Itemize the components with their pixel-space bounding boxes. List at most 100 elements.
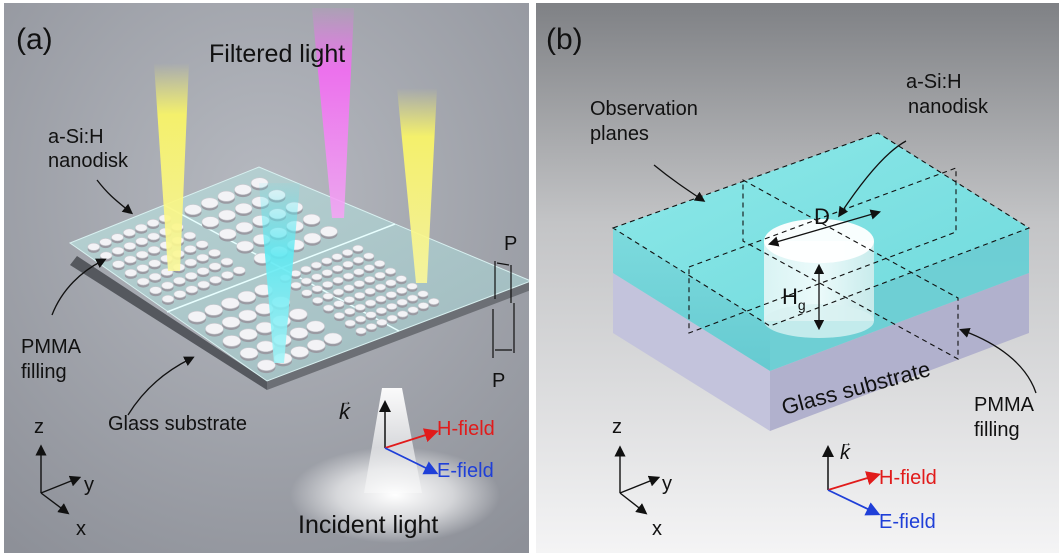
nanodisk [184, 204, 202, 215]
pmma-label-line1: PMMA [21, 336, 82, 358]
yellow-beam-right [397, 88, 437, 283]
nanodisk-label-line2: nanodisk [48, 150, 129, 172]
nanodisk [307, 339, 326, 351]
height-label-sub: g [798, 297, 806, 313]
nanodisk [146, 219, 160, 227]
nanodisk [208, 248, 221, 257]
nanodisk [322, 292, 334, 300]
nanodisk [201, 216, 220, 228]
nanodisk [311, 273, 323, 281]
nanodisk [195, 240, 209, 249]
nanodisk [417, 302, 429, 310]
nanodisk [239, 347, 259, 359]
nanodisk [300, 265, 312, 273]
nanodisk [220, 257, 234, 266]
nanodisk [239, 328, 258, 340]
diameter-arrow [768, 209, 881, 247]
nanodisk [332, 288, 344, 296]
nanodisk [196, 267, 210, 275]
glass-substrate-block [613, 273, 1029, 431]
nanodisk [344, 307, 356, 315]
nanodisk [135, 250, 149, 259]
k-vector-label: k [339, 399, 351, 424]
h-field-b-label: H-field [879, 467, 937, 489]
nanodisk [303, 232, 322, 244]
nanodisk [288, 308, 308, 320]
nanodisk [238, 309, 257, 322]
nanodisk [237, 290, 257, 303]
leader-lines [51, 179, 195, 416]
nanodisk [209, 275, 222, 284]
nanodisk [311, 285, 323, 292]
nanodisk [385, 279, 397, 287]
nanodisk [148, 272, 162, 281]
nanodisk [374, 260, 386, 267]
nanodisk [197, 280, 210, 289]
nanodisk [136, 264, 150, 272]
period-label-top: P [504, 233, 517, 255]
nanodisk [173, 276, 186, 285]
nanodisk [183, 231, 197, 240]
nanodisk [161, 281, 174, 290]
period-markers [492, 261, 515, 358]
nanodisk [333, 300, 345, 308]
nanodisk [322, 280, 334, 288]
nanodisk-label-line1: a-Si:H [48, 126, 104, 148]
axis-z-b-label: z [612, 416, 622, 438]
nanodisk [290, 281, 302, 289]
k-vector-b-accent: → [841, 437, 852, 449]
nanodisk [331, 253, 343, 261]
panel-a: (a) Filtered light a-Si:H nanodisk PMMA … [4, 3, 529, 553]
nanodisk [343, 284, 355, 292]
observation-label-line2: planes [590, 123, 649, 145]
nanodisk [218, 209, 236, 221]
nanodisk [354, 303, 366, 311]
incident-light [290, 388, 500, 543]
period-label-bottom: P [492, 370, 505, 392]
nanodisk [365, 323, 377, 330]
h-field-label: H-field [437, 418, 495, 440]
nanodisk [236, 240, 254, 252]
nanodisk [161, 294, 175, 303]
nanodisk [184, 271, 198, 280]
nanodisk [363, 264, 375, 272]
filtered-light-label: Filtered light [209, 40, 345, 68]
nanodisk [354, 291, 366, 299]
nanodisk [385, 291, 397, 299]
nanodisk [289, 327, 309, 339]
incident-light-label: Incident light [298, 511, 438, 539]
nanodisk [407, 294, 419, 302]
coordinate-axes-b [614, 445, 661, 515]
nanodisk [111, 233, 124, 242]
nanodisk [342, 249, 354, 256]
nanodisk [312, 296, 324, 304]
nanodisk [396, 287, 408, 294]
nanodisk [256, 340, 276, 353]
axis-x-label: x [76, 518, 86, 540]
nanodisk [365, 299, 377, 307]
nanodisk [147, 245, 161, 254]
nanodisk [149, 286, 162, 295]
nanodisk [196, 253, 209, 262]
nanodisk [112, 260, 125, 269]
nanodisk [147, 232, 160, 241]
nanodisk-b-label-line2: nanodisk [908, 96, 989, 118]
observation-label-line1: Observation [590, 98, 698, 120]
pmma-b-label-line2: filling [974, 419, 1020, 441]
nanodisk [134, 223, 148, 232]
panel-b-illustration: (b) Observation planes a-Si:H nanodisk D… [536, 3, 1059, 553]
nanodisk [290, 346, 309, 358]
nanodisk [301, 289, 313, 297]
nanodisk [342, 272, 354, 280]
nanodisk [321, 257, 333, 265]
nanodisk [375, 283, 387, 291]
nanodisk [217, 190, 236, 202]
nanodisk [343, 296, 355, 303]
e-field-arrow-b [827, 489, 881, 516]
h-field-arrow [384, 428, 439, 449]
nanodisk [124, 268, 138, 277]
nanodisk [365, 311, 377, 319]
nanodisk [364, 287, 376, 295]
nanodisk [99, 238, 112, 246]
nanodisk [257, 359, 276, 371]
